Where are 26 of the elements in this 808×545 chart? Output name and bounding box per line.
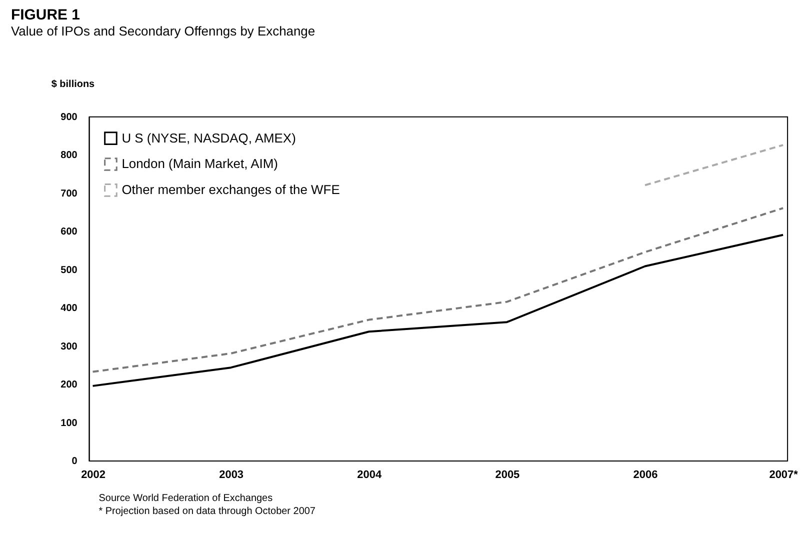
line-series — [92, 234, 784, 387]
text: * Projection based on data through October 2007 — [98, 506, 316, 517]
y-tick-label: 500 — [60, 264, 78, 276]
x-tick-label: 2002 — [81, 468, 106, 481]
y-tick-label: 800 — [60, 150, 78, 162]
x-tick-label: 2007* — [769, 468, 799, 481]
y-axis-title: $ billions — [51, 78, 96, 90]
y-tick-label: 200 — [60, 380, 78, 391]
x-tick-label: 2004 — [357, 468, 382, 481]
x-tick-label: 2005 — [495, 468, 520, 481]
legend-label: U S (NYSE, NASDAQ, AMEX) — [122, 130, 296, 146]
y-tick-label: 400 — [60, 303, 78, 314]
x-tick-label: 2003 — [219, 468, 244, 481]
y-tick-label: 0 — [72, 456, 78, 467]
chart-title: FIGURE 1 — [10, 6, 80, 24]
y-tick-label: 700 — [60, 188, 78, 200]
x-tick-label: 2006 — [633, 468, 658, 481]
line-series — [92, 207, 784, 373]
y-tick-label: 600 — [60, 226, 78, 238]
y-tick-label: 300 — [60, 341, 78, 352]
y-tick-label: 100 — [60, 418, 78, 429]
chart-subtitle: Value of IPOs and Secondary Offenngs by Exchange — [10, 24, 316, 39]
source-note: Source World Federation of Exchanges — [98, 492, 273, 504]
legend-label: Other member exchanges of the WFE — [122, 182, 340, 198]
legend-label: London (Main Market, AIM) — [122, 156, 278, 172]
y-tick-label: 900 — [60, 112, 78, 123]
